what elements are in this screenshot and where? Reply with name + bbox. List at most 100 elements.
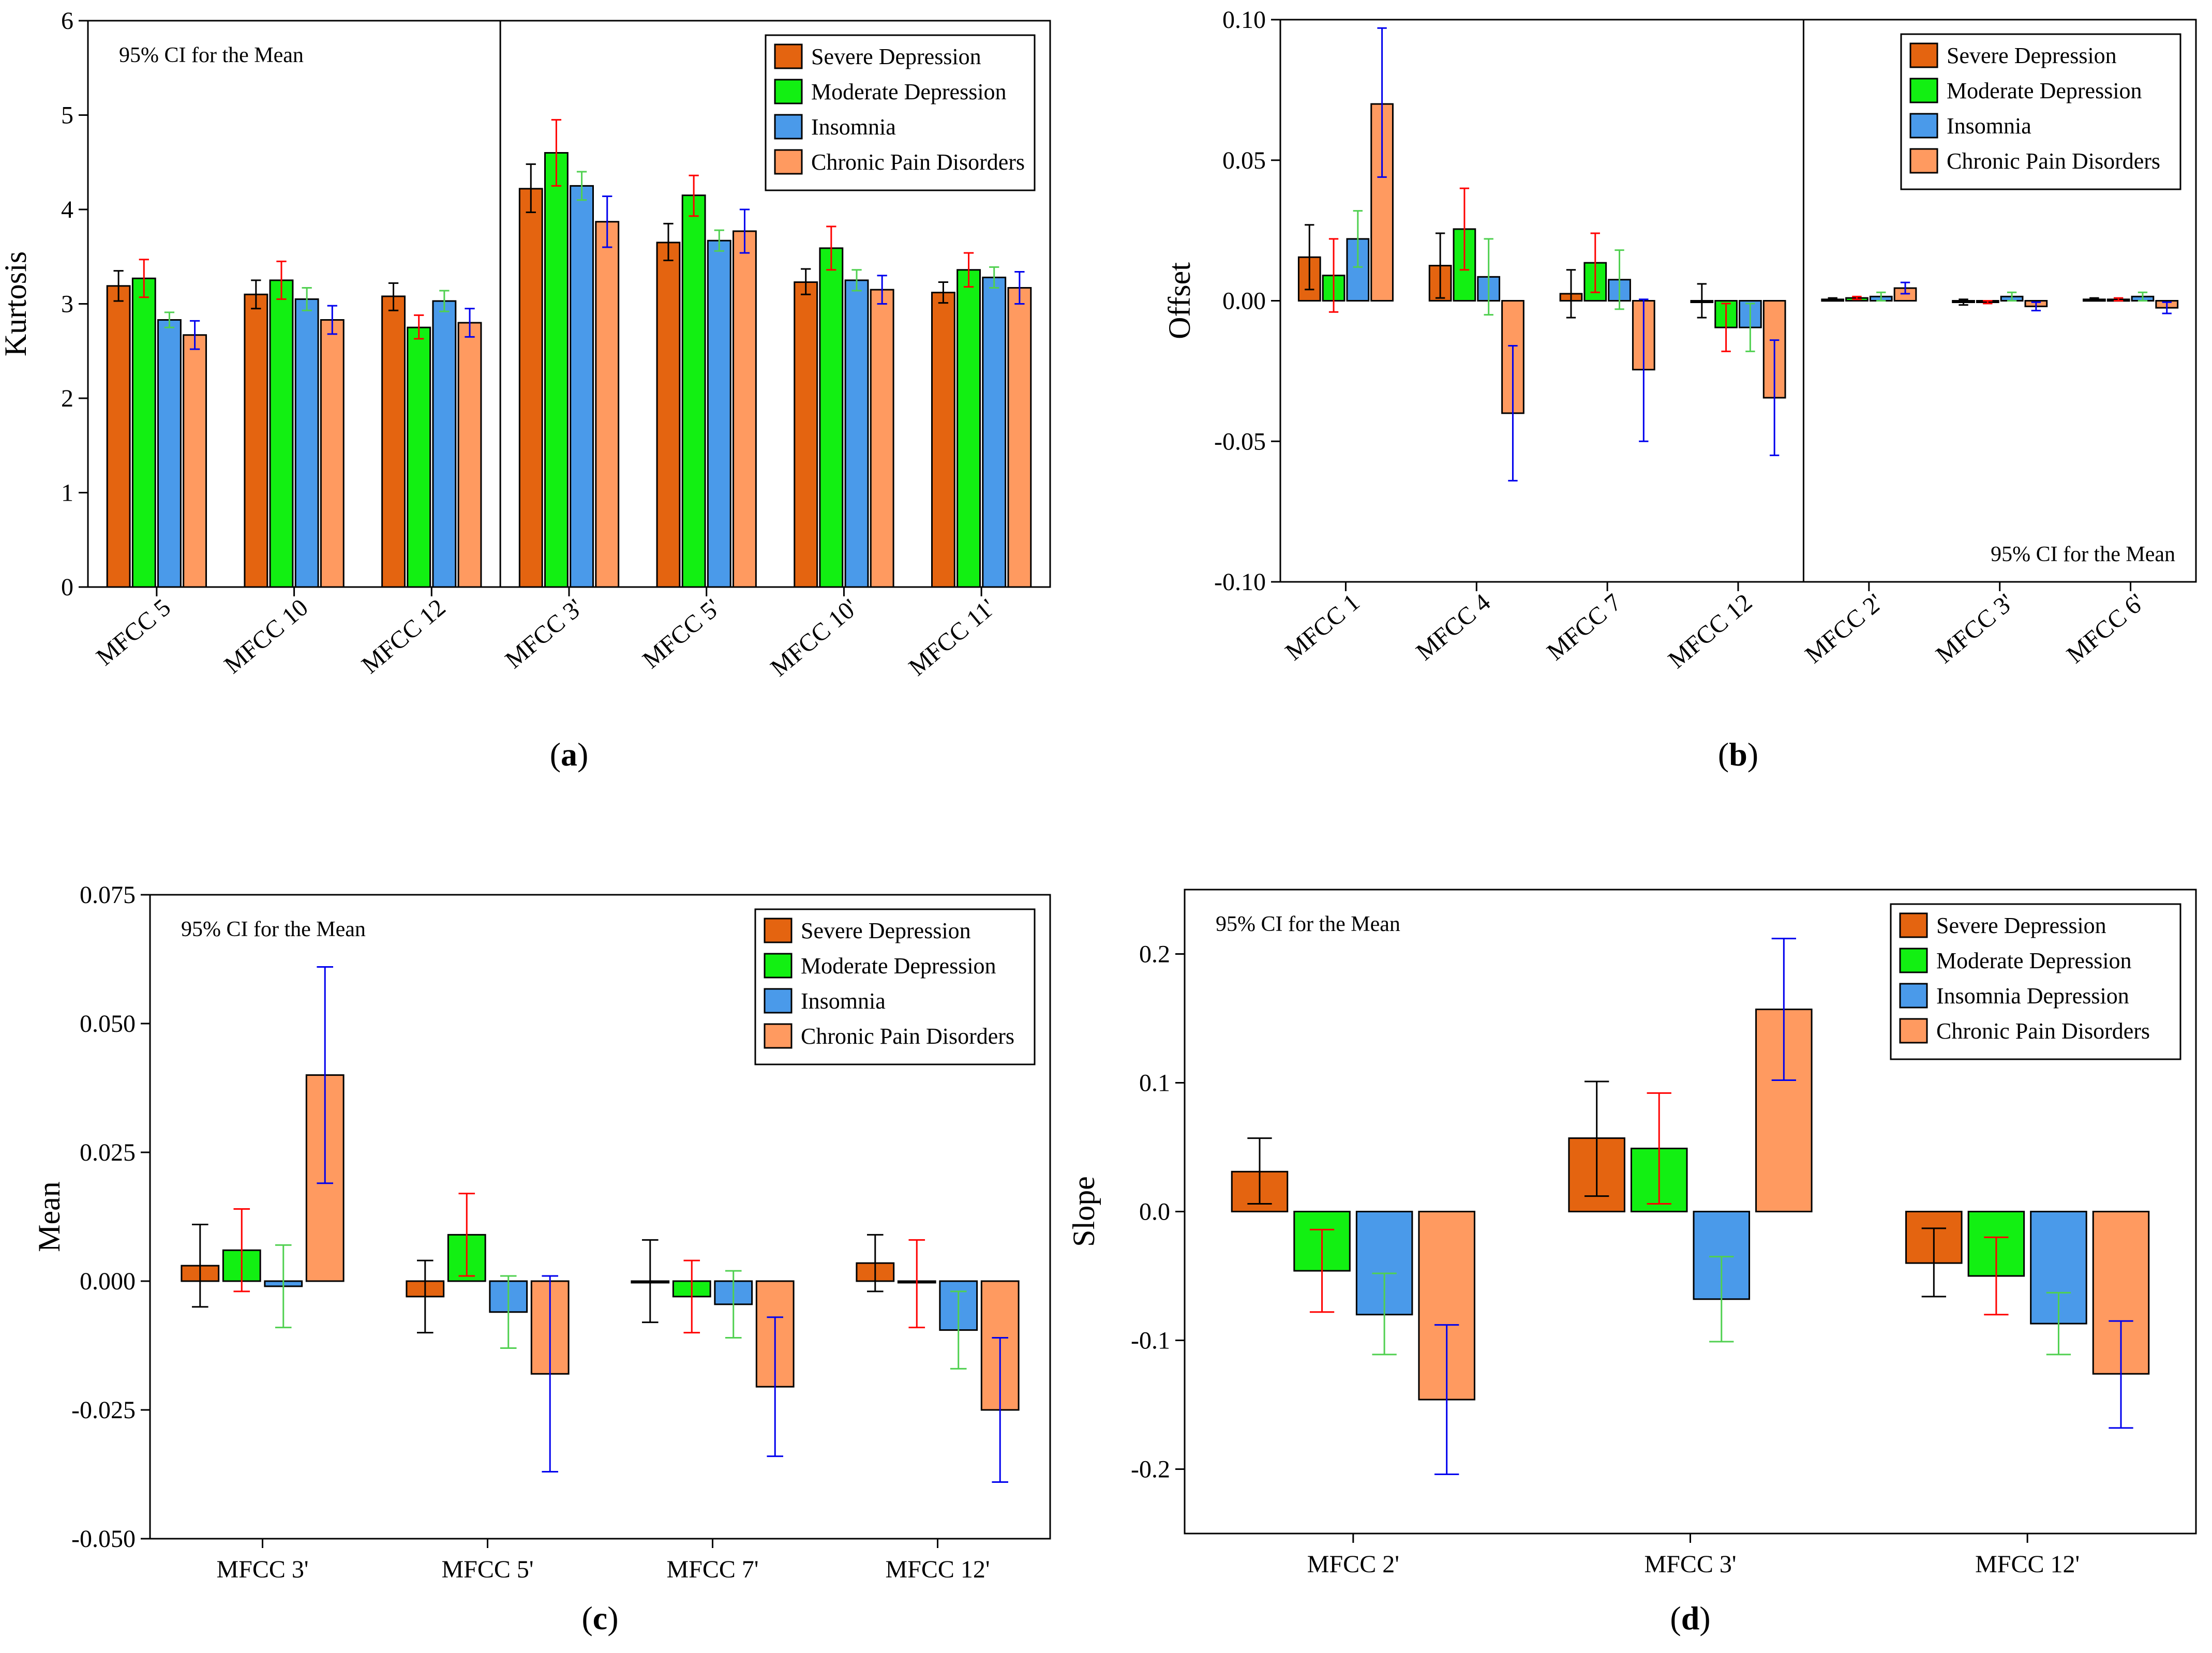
y-tick-label: 0.00 [1222,288,1266,315]
y-tick-label: 0.025 [80,1139,136,1166]
legend-swatch [1899,983,1928,1009]
y-tick-label: 3 [61,291,73,318]
error-bar [641,1239,659,1324]
error-bar [1828,297,1837,302]
legend-item: Insomnia [764,988,886,1014]
legend-swatch [774,43,803,69]
legend-swatch [1899,948,1928,973]
legend-label: Insomnia Depression [1936,983,2129,1009]
error-bar [414,314,424,340]
bar [794,281,818,588]
y-tick-label: 0 [61,574,73,601]
y-tick-label: -0.2 [1131,1456,1170,1483]
y-tick-label: 5 [61,102,73,129]
legend-swatch [1909,148,1938,174]
legend-item: Severe Depression [1899,912,2106,938]
legend-item: Chronic Pain Disorders [1909,148,2160,174]
error-bar [439,290,450,312]
error-bar [1585,1080,1609,1197]
error-bar [164,311,175,328]
error-bar [1697,283,1707,319]
error-bar [458,1193,475,1277]
error-bar [327,305,337,335]
panel-d: -0.2 -0.1 0.0 0.1 0.2 Slope MFCC 2' MFCC 3' MFCC… [1067,889,2197,1636]
error-bar [866,1234,884,1293]
legend-swatch [764,1023,793,1049]
x-tick-label: MFCC 7 [1542,589,1626,666]
ci-note: 95% CI for the Mean [181,918,366,941]
error-bar [189,320,200,350]
y-axis-title: Mean [32,1181,66,1252]
error-bar [139,259,149,298]
error-bar [689,174,699,217]
bar [457,322,482,588]
legend-label: Severe Depression [801,918,971,943]
bar [544,152,569,588]
error-bar [2114,297,2124,302]
panel-label-open: ( [581,1600,592,1636]
bar [844,279,869,588]
legend-swatch [774,149,803,175]
error-bar [2109,1320,2133,1429]
legend-swatch [774,114,803,140]
error-bar [1709,1256,1734,1343]
y-axis-title: Kurtosis [0,251,33,356]
error-bar [1959,298,1968,306]
legend-label: Chronic Pain Disorders [811,149,1025,175]
error-bar [500,1275,517,1349]
x-tick-label: MFCC 1 [1280,589,1365,666]
error-bar [1639,298,1649,442]
x-tick-label: MFCC 12' [885,1556,990,1583]
y-tick-label: 2 [61,385,73,412]
legend-swatch [1909,78,1938,103]
bar [106,285,131,588]
y-tick-label: -0.05 [1214,428,1266,455]
error-bar [602,195,612,248]
x-tick-label: MFCC 6' [2061,589,2149,669]
x-tick-label: MFCC 5 [91,594,176,671]
x-tick-label: MFCC 7' [666,1556,758,1583]
error-bar [542,1275,559,1473]
panel-label-letter: d [1681,1600,1700,1636]
error-bar [1852,295,1862,300]
error-bar [113,270,124,302]
legend-item: Moderate Depression [764,953,996,979]
panel-label-open: ( [550,736,561,773]
error-bar [2138,291,2148,302]
error-bar [908,1239,925,1329]
legend: Severe Depression Moderate Depression Inso… [765,34,1036,191]
legend-item: Moderate Depression [1899,948,2132,973]
legend-item: Severe Depression [764,918,971,943]
panel-label-letter: c [593,1600,607,1636]
y-tick-label: -0.10 [1214,568,1266,596]
error-bar [1983,300,1993,305]
bar [244,293,268,588]
bar [432,300,457,588]
error-bar [251,279,261,310]
bar [733,230,757,588]
error-bar [877,275,887,305]
error-bar [1484,238,1493,316]
bar [183,334,207,588]
x-tick-label: MFCC 5' [637,594,725,674]
x-tick-label: MFCC 10 [219,594,313,679]
ci-note: 95% CI for the Mean [1216,912,1400,936]
panel-label: (c) [581,1600,618,1636]
y-tick-label: 0.10 [1222,6,1266,34]
error-bar [1305,224,1314,291]
legend-swatch [1909,113,1938,139]
bar [656,242,681,588]
legend-box [1900,33,2181,190]
error-bar [1372,1272,1397,1356]
legend-label: Severe Depression [1947,43,2117,68]
error-bar [388,282,399,311]
error-bar [1566,269,1576,319]
error-bar [1615,249,1624,310]
error-bar [317,966,334,1184]
error-bar [1771,938,1796,1081]
x-tick-label: MFCC 3' [216,1556,308,1583]
bar [381,295,406,588]
y-tick-label: 0.2 [1139,941,1170,968]
error-bar [1459,187,1470,271]
